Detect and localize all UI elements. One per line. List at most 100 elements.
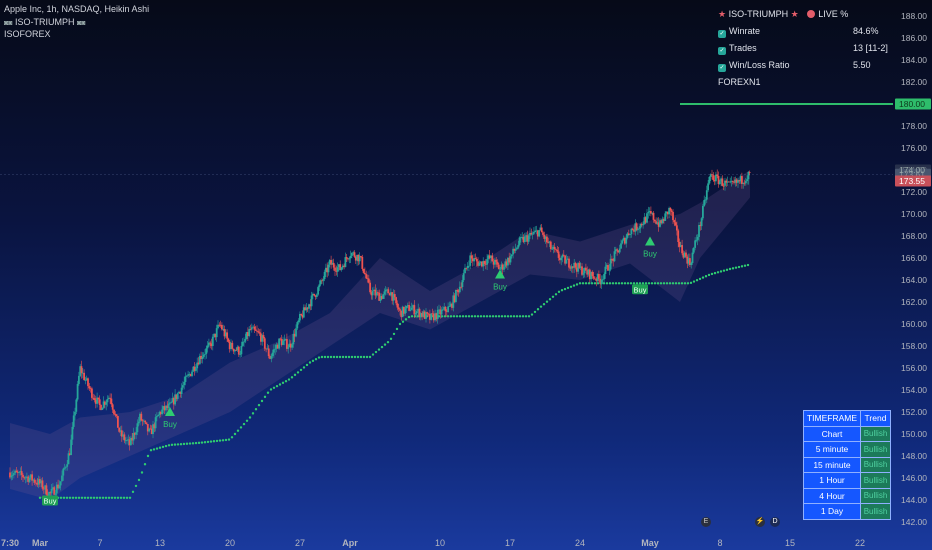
candle: [465, 267, 468, 269]
candle: [269, 356, 271, 359]
trail-dot: [275, 384, 279, 388]
candle: [746, 179, 748, 182]
candle: [391, 292, 394, 301]
candle: [270, 356, 273, 359]
candle: [657, 222, 660, 227]
indicator-legend-2[interactable]: ISOFOREX: [4, 29, 51, 39]
candle: [170, 402, 173, 404]
candle: [491, 255, 494, 262]
trail-dot: [557, 290, 561, 294]
trail-dot: [140, 471, 144, 474]
trail-dot: [230, 436, 234, 439]
timeframe-cell: 15 minute: [803, 456, 861, 473]
candle: [717, 176, 720, 185]
candle: [88, 386, 91, 389]
trail-dot: [233, 432, 237, 436]
trail-dot: [227, 438, 231, 441]
candle: [430, 313, 433, 320]
candle: [159, 411, 162, 415]
candle: [249, 329, 252, 330]
candle: [635, 223, 638, 231]
candle: [475, 258, 478, 262]
stats-title: ISO-TRIUMPH: [728, 9, 789, 19]
candle: [68, 453, 71, 456]
candle: [300, 313, 303, 315]
candle: [148, 428, 150, 432]
candle: [403, 306, 405, 314]
candle: [297, 320, 300, 323]
candle: [435, 313, 438, 320]
candle: [642, 224, 644, 226]
x-tick-label: 8: [717, 538, 722, 548]
candle: [59, 481, 62, 486]
table-header: Trend: [860, 410, 891, 427]
candle: [665, 211, 668, 214]
trail-dot: [416, 315, 420, 318]
candle: [677, 230, 680, 243]
d-icon[interactable]: D: [770, 517, 780, 527]
candle: [644, 217, 647, 223]
trail-dot: [593, 282, 597, 285]
trail-dot: [494, 315, 498, 318]
candle: [195, 368, 197, 371]
trail-dot: [299, 368, 303, 372]
candle: [334, 267, 336, 271]
candle: [339, 264, 342, 271]
candle: [93, 398, 96, 401]
e-icon[interactable]: E: [701, 517, 711, 527]
candle: [305, 307, 308, 311]
trail-dot: [623, 282, 627, 285]
candle: [231, 342, 234, 349]
trail-dot: [512, 315, 516, 318]
candle: [325, 267, 327, 272]
candle: [239, 354, 241, 356]
trail-dot: [179, 442, 183, 446]
candle: [206, 345, 209, 349]
trail-dot: [278, 383, 282, 386]
candle: [107, 397, 110, 400]
candle: [575, 267, 578, 272]
trail-dot: [266, 391, 270, 394]
candle: [704, 199, 707, 201]
trail-dot: [401, 320, 405, 323]
trail-dot: [392, 332, 396, 336]
candle: [529, 232, 531, 236]
candle: [656, 222, 659, 224]
candle: [32, 479, 35, 481]
candle: [692, 247, 695, 253]
candle: [682, 253, 685, 258]
candle: [722, 185, 725, 187]
price-label-text: 180.00: [899, 99, 925, 109]
time-axis[interactable]: 7:30 Mar 7 13 20 27 Apr 10 17 24 May 8 15 22: [1, 538, 865, 548]
x-tick-label: 22: [855, 538, 865, 548]
settings-icon[interactable]: ◙◙: [77, 20, 86, 27]
candle: [140, 413, 143, 421]
candle: [668, 207, 670, 215]
trail-dot: [236, 429, 240, 432]
eye-icon[interactable]: ◙◙: [4, 20, 13, 27]
trail-dot: [626, 282, 630, 285]
trail-dot: [590, 282, 594, 285]
candle: [89, 388, 92, 390]
candle: [241, 341, 244, 346]
candle: [397, 307, 400, 310]
price-label-text: 174.00: [899, 165, 925, 175]
candle: [369, 282, 371, 293]
trail-dot: [305, 363, 309, 367]
price-axis[interactable]: 142.00 144.00 146.00 148.00 150.00 152.00 154.…: [895, 11, 931, 527]
indicator-legend-1[interactable]: ◙◙ ISO-TRIUMPH ◙◙: [4, 17, 85, 27]
candle: [188, 374, 191, 375]
candle: [262, 335, 265, 339]
lightning-icon[interactable]: ⚡: [755, 517, 765, 527]
x-tick-label: 24: [575, 538, 585, 548]
y-tick-label: 166.00: [901, 253, 927, 263]
candle: [379, 296, 382, 301]
candle: [605, 265, 608, 267]
candle: [720, 178, 722, 182]
trail-dot: [383, 343, 387, 346]
candle: [208, 342, 210, 346]
trail-dot: [407, 315, 411, 319]
trail-dot: [611, 282, 615, 285]
candle: [741, 176, 743, 184]
